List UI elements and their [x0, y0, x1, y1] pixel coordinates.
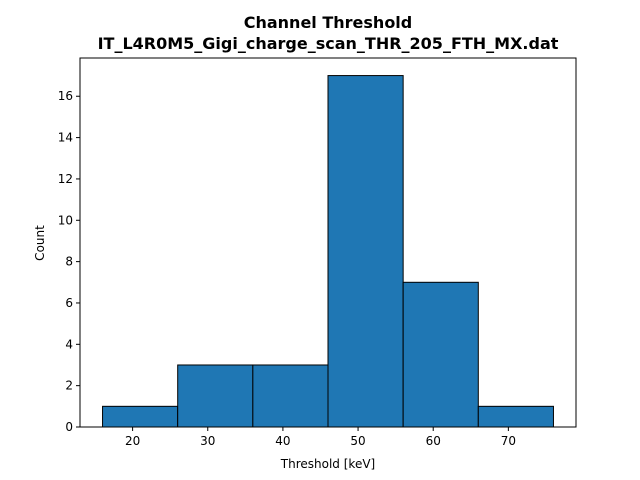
x-tick-label-1: 30	[200, 434, 215, 448]
y-axis-label: Count	[33, 225, 47, 261]
y-tick-label-0: 0	[65, 420, 73, 434]
x-tick-label-4: 60	[426, 434, 441, 448]
y-tick-label-3: 6	[65, 296, 73, 310]
y-tick-label-4: 8	[65, 255, 73, 269]
x-axis-label: Threshold [keV]	[280, 457, 375, 471]
y-tick-label-6: 12	[58, 172, 73, 186]
histogram-bar-4	[402, 281, 479, 428]
y-tick-label-1: 2	[65, 379, 73, 393]
y-tick-label-2: 4	[65, 337, 73, 351]
chart-title: Channel Threshold	[244, 13, 413, 32]
y-tick-label-5: 10	[58, 213, 73, 227]
histogram-bar-3	[327, 75, 404, 428]
chart-subtitle: IT_L4R0M5_Gigi_charge_scan_THR_205_FTH_M…	[98, 34, 559, 53]
x-tick-label-2: 40	[275, 434, 290, 448]
bars-group	[102, 75, 554, 428]
plot-frame	[79, 57, 577, 428]
x-tick-label-5: 70	[501, 434, 516, 448]
y-axis-ticks: 0 2 4 6 8 10 12 14 16	[58, 89, 80, 434]
histogram-bar-0	[102, 405, 179, 428]
x-tick-label-0: 20	[125, 434, 140, 448]
histogram-bar-5	[477, 405, 554, 428]
y-tick-label-8: 16	[58, 89, 73, 103]
histogram-bar-1	[177, 364, 254, 428]
histogram-bar-2	[252, 364, 329, 428]
y-tick-label-7: 14	[58, 131, 73, 145]
x-tick-label-3: 50	[350, 434, 365, 448]
x-axis-ticks: 20 30 40 50 60 70	[125, 427, 516, 448]
